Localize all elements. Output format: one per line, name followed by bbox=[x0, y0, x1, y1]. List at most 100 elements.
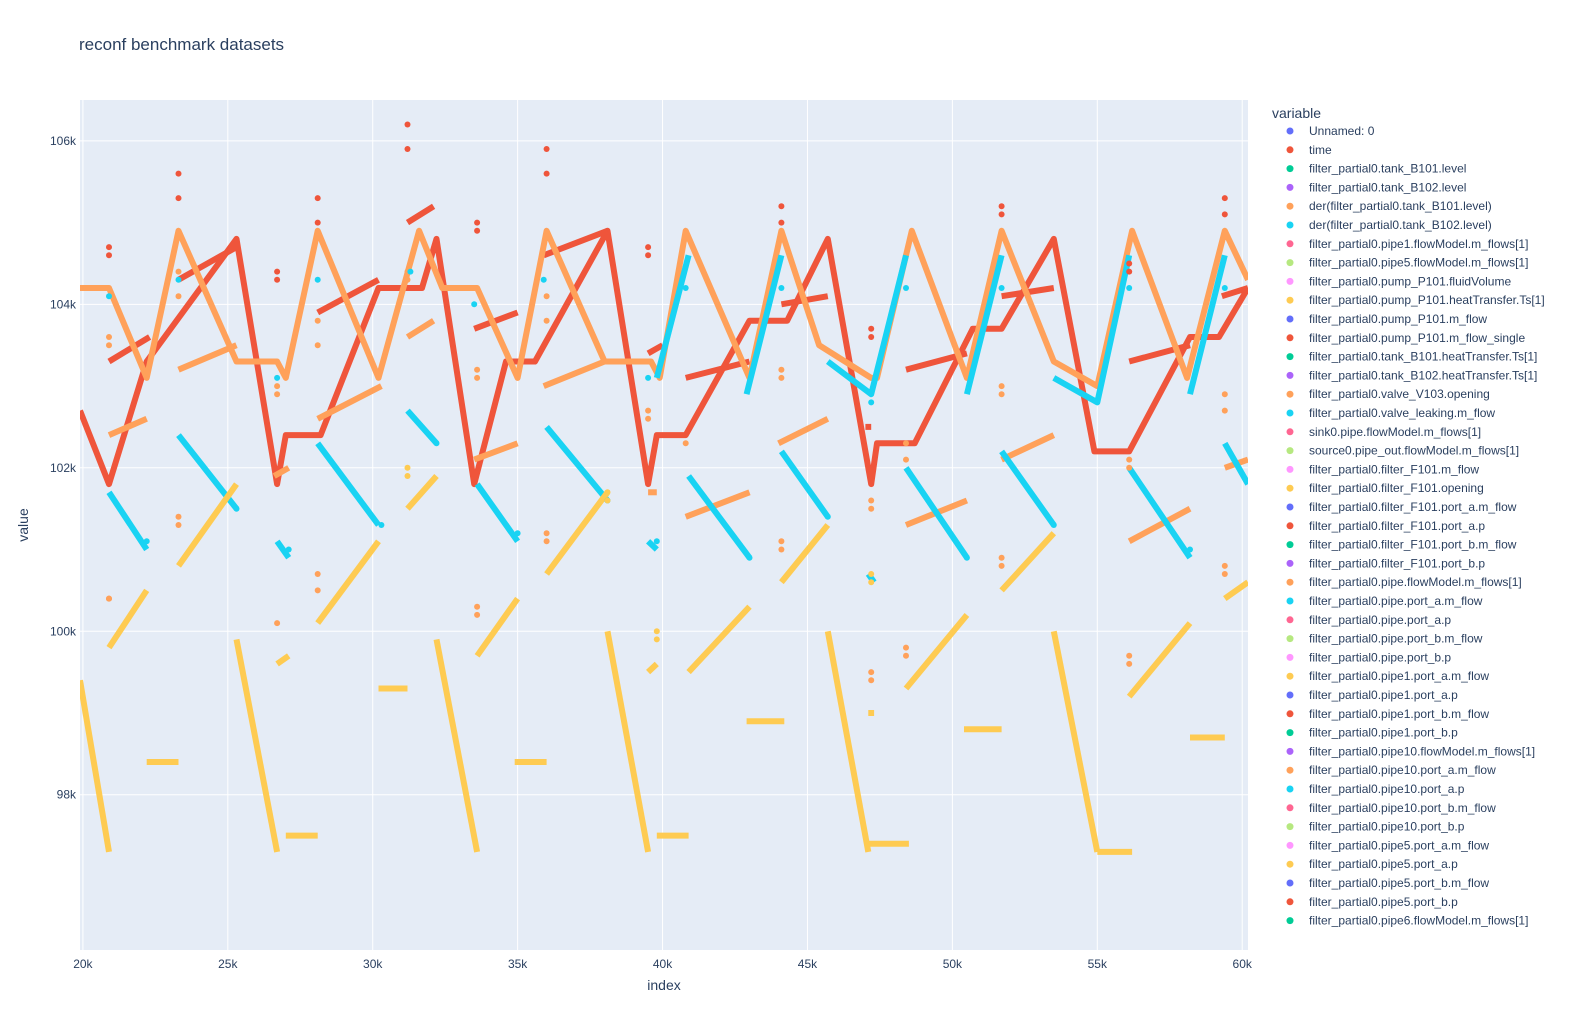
legend-item[interactable]: filter_partial0.pipe5.port_a.p bbox=[1286, 857, 1459, 871]
data-point bbox=[1221, 407, 1228, 414]
x-tick-label: 50k bbox=[943, 957, 963, 971]
series-trace bbox=[107, 416, 148, 438]
y-axis-ticks: 98k 100k 102k 104k 106k bbox=[50, 134, 77, 802]
legend-marker bbox=[1286, 672, 1294, 680]
legend-label: der(filter_partial0.tank_B102.level) bbox=[1309, 218, 1492, 232]
legend-item[interactable]: filter_partial0.pipe10.port_a.p bbox=[1286, 782, 1465, 796]
legend-marker bbox=[1286, 635, 1294, 643]
legend-item[interactable]: filter_partial0.pipe5.port_a.m_flow bbox=[1286, 838, 1490, 852]
legend-item[interactable]: filter_partial0.filter_F101.m_flow bbox=[1286, 462, 1480, 476]
data-point bbox=[868, 399, 875, 406]
legend-item[interactable]: time bbox=[1286, 143, 1332, 157]
series-trace bbox=[275, 653, 291, 667]
data-point bbox=[314, 219, 321, 226]
data-point bbox=[868, 677, 875, 684]
legend-item[interactable]: der(filter_partial0.tank_B101.level) bbox=[1286, 199, 1492, 213]
legend-marker bbox=[1286, 823, 1294, 831]
legend-label: filter_partial0.pipe10.port_b.m_flow bbox=[1309, 801, 1496, 815]
legend-marker bbox=[1286, 240, 1294, 248]
data-point bbox=[314, 587, 321, 594]
legend-item[interactable]: filter_partial0.pipe.flowModel.m_flows[1… bbox=[1286, 575, 1522, 589]
series-line bbox=[433, 638, 481, 853]
gridlines bbox=[80, 100, 1248, 950]
data-point bbox=[314, 276, 321, 283]
series-trace bbox=[1126, 466, 1193, 560]
data-point bbox=[1126, 260, 1133, 267]
legend-item[interactable]: filter_partial0.pipe5.flowModel.m_flows[… bbox=[1286, 256, 1529, 270]
legend-item[interactable]: filter_partial0.pipe10.port_b.p bbox=[1286, 820, 1465, 834]
legend-item[interactable]: sink0.pipe.flowModel.m_flows[1] bbox=[1286, 425, 1482, 439]
data-point bbox=[175, 522, 182, 528]
legend-marker bbox=[1286, 484, 1294, 492]
series-trace bbox=[80, 227, 1248, 488]
legend[interactable]: variable Unnamed: 0 time filter_partial0.t… bbox=[1272, 105, 1545, 928]
legend-item[interactable]: filter_partial0.pipe.port_b.p bbox=[1286, 650, 1452, 664]
legend-item[interactable]: filter_partial0.tank_B102.heatTransfer.T… bbox=[1286, 368, 1538, 382]
legend-items[interactable]: Unnamed: 0 time filter_partial0.tank_B101.… bbox=[1286, 124, 1545, 928]
legend-item[interactable]: filter_partial0.pipe6.flowModel.m_flows[… bbox=[1286, 914, 1529, 928]
data-point bbox=[645, 415, 652, 422]
legend-item[interactable]: filter_partial0.pump_P101.fluidVolume bbox=[1286, 274, 1512, 288]
legend-item[interactable]: filter_partial0.pipe.port_a.m_flow bbox=[1286, 594, 1483, 608]
legend-item[interactable]: filter_partial0.pipe.port_b.m_flow bbox=[1286, 632, 1483, 646]
data-point bbox=[175, 513, 182, 520]
series-line bbox=[779, 523, 831, 585]
legend-item[interactable]: filter_partial0.valve_V103.opening bbox=[1286, 387, 1490, 401]
series-trace bbox=[473, 309, 519, 332]
legend-marker bbox=[1286, 879, 1294, 887]
data-point bbox=[1126, 268, 1133, 275]
legend-item[interactable]: filter_partial0.pipe1.port_a.m_flow bbox=[1286, 669, 1490, 683]
series-line bbox=[653, 254, 692, 379]
legend-item[interactable]: filter_partial0.filter_F101.port_b.p bbox=[1286, 556, 1486, 570]
legend-item[interactable]: filter_partial0.pipe.port_a.p bbox=[1286, 613, 1452, 627]
legend-item[interactable]: filter_partial0.valve_leaking.m_flow bbox=[1286, 406, 1496, 420]
legend-item[interactable]: der(filter_partial0.tank_B102.level) bbox=[1286, 218, 1492, 232]
legend-item[interactable]: filter_partial0.pipe10.flowModel.m_flows… bbox=[1286, 744, 1536, 758]
data-point bbox=[233, 505, 240, 512]
series-line bbox=[1127, 506, 1192, 544]
legend-item[interactable]: filter_partial0.pipe1.flowModel.m_flows[… bbox=[1286, 237, 1529, 251]
data-point bbox=[998, 391, 1005, 398]
legend-item[interactable]: filter_partial0.pipe5.port_b.p bbox=[1286, 895, 1459, 909]
legend-item[interactable]: filter_partial0.pipe5.port_b.m_flow bbox=[1286, 876, 1490, 890]
series-trace bbox=[903, 466, 970, 560]
legend-marker bbox=[1286, 202, 1294, 210]
legend-item[interactable]: filter_partial0.pipe1.port_a.p bbox=[1286, 688, 1459, 702]
legend-item[interactable]: filter_partial0.pipe1.port_b.p bbox=[1286, 726, 1459, 740]
x-tick-label: 30k bbox=[363, 957, 383, 971]
series-line bbox=[903, 612, 970, 691]
legend-item[interactable]: filter_partial0.tank_B101.level bbox=[1286, 162, 1467, 176]
y-tick-label: 104k bbox=[50, 297, 77, 311]
legend-item[interactable]: filter_partial0.pump_P101.m_flow bbox=[1286, 312, 1488, 326]
legend-item[interactable]: filter_partial0.pump_P101.m_flow_single bbox=[1286, 331, 1526, 345]
legend-item[interactable]: filter_partial0.filter_F101.opening bbox=[1286, 481, 1484, 495]
series-line bbox=[474, 596, 521, 658]
legend-item[interactable]: filter_partial0.pipe1.port_b.m_flow bbox=[1286, 707, 1490, 721]
legend-marker bbox=[1286, 447, 1294, 455]
data-point bbox=[1126, 464, 1133, 471]
legend-marker bbox=[1286, 860, 1294, 868]
legend-item[interactable]: filter_partial0.tank_B102.level bbox=[1286, 180, 1467, 194]
legend-label: filter_partial0.pipe.flowModel.m_flows[1… bbox=[1309, 575, 1522, 589]
data-point bbox=[175, 170, 182, 177]
data-point bbox=[998, 285, 1005, 291]
series-line bbox=[646, 539, 659, 552]
legend-item[interactable]: filter_partial0.filter_F101.port_a.m_flo… bbox=[1286, 500, 1517, 514]
legend-item[interactable]: filter_partial0.tank_B101.heatTransfer.T… bbox=[1286, 350, 1538, 364]
legend-item[interactable]: filter_partial0.pipe10.port_b.m_flow bbox=[1286, 801, 1497, 815]
series-trace bbox=[684, 358, 751, 381]
legend-item[interactable]: filter_partial0.filter_F101.port_b.m_flo… bbox=[1286, 538, 1517, 552]
series-trace bbox=[473, 440, 519, 463]
x-tick-label: 55k bbox=[1088, 957, 1108, 971]
data-point bbox=[543, 293, 550, 300]
data-point bbox=[407, 268, 414, 275]
legend-marker bbox=[1286, 371, 1294, 379]
chart-title: reconf benchmark datasets bbox=[79, 35, 284, 54]
data-point bbox=[106, 342, 112, 349]
legend-item[interactable]: filter_partial0.pump_P101.heatTransfer.T… bbox=[1286, 293, 1545, 307]
legend-item[interactable]: filter_partial0.filter_F101.port_a.p bbox=[1286, 519, 1486, 533]
data-point bbox=[1050, 522, 1057, 528]
legend-item[interactable]: Unnamed: 0 bbox=[1286, 124, 1375, 138]
legend-item[interactable]: filter_partial0.pipe10.port_a.m_flow bbox=[1286, 763, 1497, 777]
legend-item[interactable]: source0.pipe_out.flowModel.m_flows[1] bbox=[1286, 444, 1520, 458]
